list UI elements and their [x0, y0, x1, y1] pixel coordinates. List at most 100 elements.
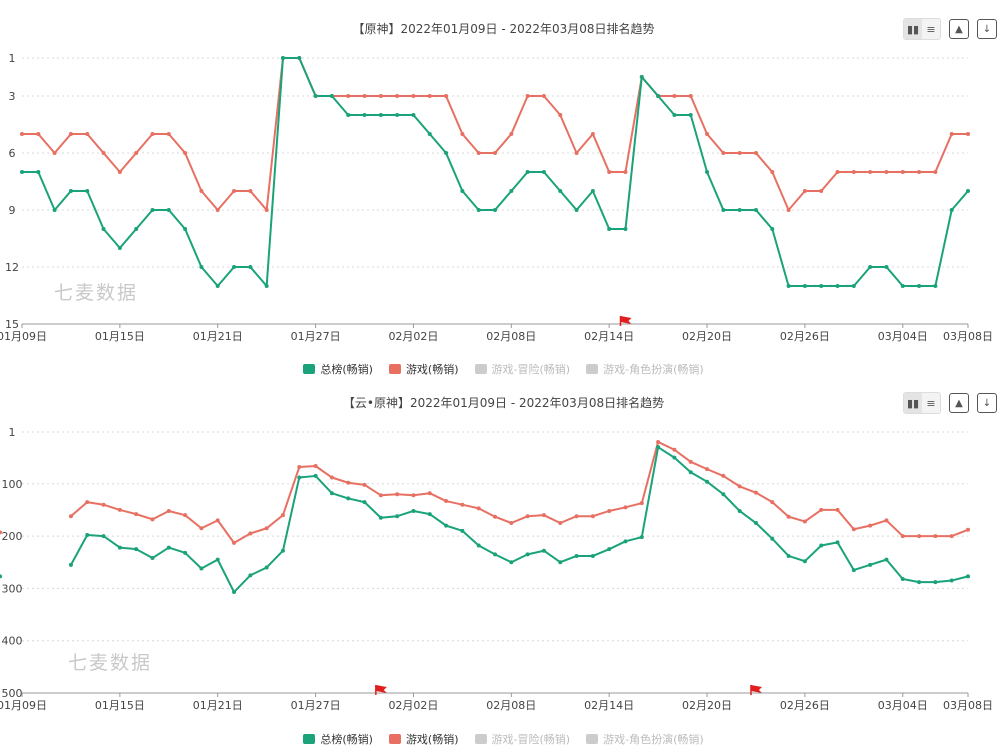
flag-marker [750, 685, 762, 695]
data-point-games [232, 189, 237, 193]
legend-swatch [474, 734, 487, 744]
data-point-overall [509, 189, 514, 193]
data-point-overall [476, 543, 481, 548]
data-point-overall [721, 208, 726, 212]
download-icon[interactable]: ↓ [977, 393, 997, 413]
data-point-games [476, 151, 481, 155]
data-point-overall [558, 560, 563, 565]
data-point-overall [590, 553, 595, 558]
data-point-games [737, 484, 742, 489]
data-point-overall [802, 559, 807, 564]
data-point-overall [835, 540, 840, 545]
y-tick-label: 100 [2, 478, 23, 491]
data-point-games [819, 189, 824, 193]
data-point-overall [753, 208, 758, 212]
data-point-overall [737, 508, 742, 513]
data-point-overall [868, 265, 873, 269]
x-tick-label: 01月27日 [291, 699, 341, 712]
download-icon[interactable]: ↓ [977, 19, 997, 39]
legend-item[interactable]: 游戏-冒险(畅销) [474, 361, 570, 377]
list-icon[interactable]: ≡ [926, 22, 936, 36]
image-icon[interactable]: ▲ [949, 393, 969, 413]
data-point-overall [36, 170, 41, 174]
data-point-overall [770, 227, 775, 231]
data-point-overall [900, 576, 905, 581]
data-point-overall [476, 208, 481, 212]
data-point-games [607, 170, 612, 174]
image-icon[interactable]: ▲ [949, 19, 969, 39]
data-point-overall [297, 475, 302, 480]
legend-swatch [388, 364, 401, 374]
data-point-overall [590, 189, 595, 193]
data-point-overall [770, 536, 775, 541]
data-point-games [900, 534, 905, 539]
list-icon[interactable]: ≡ [926, 396, 936, 410]
data-point-overall [851, 568, 856, 573]
y-tick-label: 1 [9, 426, 16, 439]
legend-item[interactable]: 总榜(畅销) [303, 361, 373, 377]
data-point-overall [688, 470, 693, 475]
data-point-overall [117, 246, 122, 250]
data-point-overall [656, 445, 661, 450]
data-point-games [36, 132, 41, 136]
data-point-games [558, 521, 563, 526]
data-point-games [378, 493, 383, 498]
data-point-games [851, 170, 856, 174]
data-point-games [949, 534, 954, 539]
bar-chart-icon[interactable]: ▮▮ [904, 393, 922, 413]
data-point-games [134, 512, 139, 517]
legend-swatch [388, 734, 401, 744]
legend-item[interactable]: 游戏-角色扮演(畅销) [586, 361, 704, 377]
data-point-games [117, 507, 122, 512]
data-point-games [199, 526, 204, 531]
data-point-games [493, 151, 497, 155]
legend-label: 游戏(畅销) [405, 733, 459, 746]
data-point-games [933, 170, 938, 174]
data-point-overall [705, 170, 710, 174]
series-line-overall [22, 57, 969, 287]
data-point-games [639, 501, 644, 506]
data-point-games [362, 482, 367, 487]
data-point-games [623, 505, 628, 510]
data-point-games [917, 170, 922, 174]
watermark: 七麦数据 [68, 652, 153, 674]
data-point-games [574, 514, 579, 519]
x-tick-label: 02月26日 [780, 330, 830, 343]
data-point-overall [117, 545, 122, 550]
y-tick-label: 15 [5, 318, 19, 331]
data-point-overall [966, 574, 970, 579]
data-point-games [917, 534, 922, 539]
data-point-overall [639, 75, 644, 79]
legend-item[interactable]: 总榜(畅销) [303, 731, 373, 747]
data-point-games [525, 94, 530, 98]
data-point-games [85, 500, 90, 505]
chart-title: 【原神】2022年01月09日 - 2022年03月08日排名趋势 [352, 22, 655, 36]
x-tick-label: 03月08日 [943, 330, 993, 343]
legend-item[interactable]: 游戏-冒险(畅销) [474, 731, 570, 747]
legend-label: 游戏-角色扮演(畅销) [603, 363, 704, 376]
data-point-overall [427, 132, 432, 136]
chart-panel-cloud-genshin: 【云•原神】2022年01月09日 - 2022年03月08日排名趋势 ▮▮ ≡… [0, 378, 1007, 756]
chart-toolbar: ▮▮ ≡ ▲ ↓ [903, 18, 997, 40]
data-point-games [753, 490, 758, 495]
data-point-games [884, 518, 889, 523]
legend-item[interactable]: 游戏-角色扮演(畅销) [586, 731, 704, 747]
data-point-overall [313, 94, 318, 98]
data-point-overall [215, 284, 220, 288]
data-point-games [525, 514, 530, 519]
bar-chart-icon[interactable]: ▮▮ [904, 19, 922, 39]
data-point-overall [574, 553, 579, 558]
legend-item[interactable]: 游戏(畅销) [388, 731, 459, 747]
legend-item[interactable]: 游戏(畅销) [388, 361, 459, 377]
data-point-overall [753, 521, 758, 526]
data-point-games [215, 208, 220, 212]
data-point-games [851, 527, 856, 532]
data-point-overall [900, 284, 905, 288]
x-tick-label: 01月09日 [0, 330, 47, 343]
data-point-overall [949, 578, 954, 583]
data-point-overall [411, 113, 416, 117]
data-point-overall [427, 512, 432, 517]
data-point-games [705, 467, 710, 472]
data-point-overall [705, 479, 710, 484]
series-line-games [22, 57, 968, 211]
